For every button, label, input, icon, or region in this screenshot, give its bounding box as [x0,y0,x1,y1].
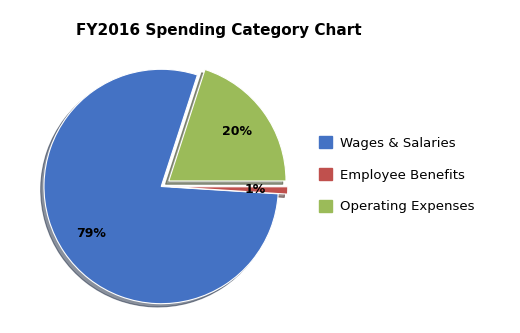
Wedge shape [171,187,288,194]
Text: 1%: 1% [244,183,266,196]
Text: 20%: 20% [222,125,252,138]
Wedge shape [44,69,278,304]
Text: 79%: 79% [76,227,106,240]
Wedge shape [169,70,286,181]
Text: FY2016 Spending Category Chart: FY2016 Spending Category Chart [75,23,361,38]
Legend: Wages & Salaries, Employee Benefits, Operating Expenses: Wages & Salaries, Employee Benefits, Ope… [319,136,474,213]
